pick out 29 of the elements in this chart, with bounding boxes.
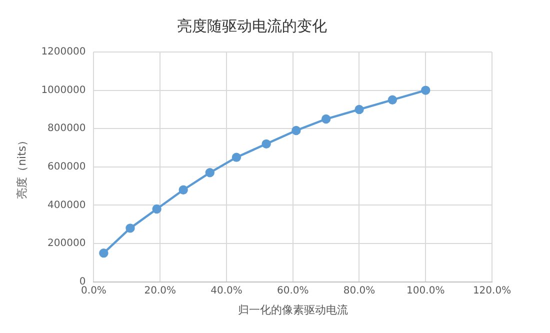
y-tick-label: 600000	[48, 161, 86, 172]
y-tick-label: 200000	[48, 238, 86, 250]
chart-title: 亮度随驱动电流的变化	[177, 16, 327, 35]
y-tick-label: 1200000	[41, 46, 86, 58]
x-axis-title: 归一化的像素驱动电流	[238, 303, 348, 316]
x-tick-label: 60.0%	[276, 285, 309, 296]
y-tick-label: 800000	[48, 123, 86, 134]
y-tick-label: 1000000	[41, 84, 86, 96]
x-tick-label: 80.0%	[343, 285, 376, 296]
point	[178, 185, 188, 194]
x-tick-label: 20.0%	[144, 285, 176, 296]
y-tick-label: 400000	[48, 200, 86, 211]
point	[262, 139, 271, 149]
point	[232, 152, 242, 162]
x-tick-label: 120.0%	[472, 285, 512, 296]
y-axis-title: 亮度（nits）	[15, 134, 28, 199]
point	[126, 224, 135, 233]
point	[321, 114, 331, 124]
point	[388, 95, 398, 104]
point	[205, 168, 214, 178]
point	[421, 86, 430, 95]
point	[354, 104, 364, 114]
point	[152, 204, 162, 214]
x-tick-label: 40.0%	[210, 285, 242, 296]
point	[99, 248, 108, 258]
point	[292, 126, 301, 136]
x-tick-label: 0.0%	[81, 285, 106, 296]
y-tick-label: 0	[79, 276, 86, 288]
x-tick-label: 100.0%	[406, 285, 445, 296]
